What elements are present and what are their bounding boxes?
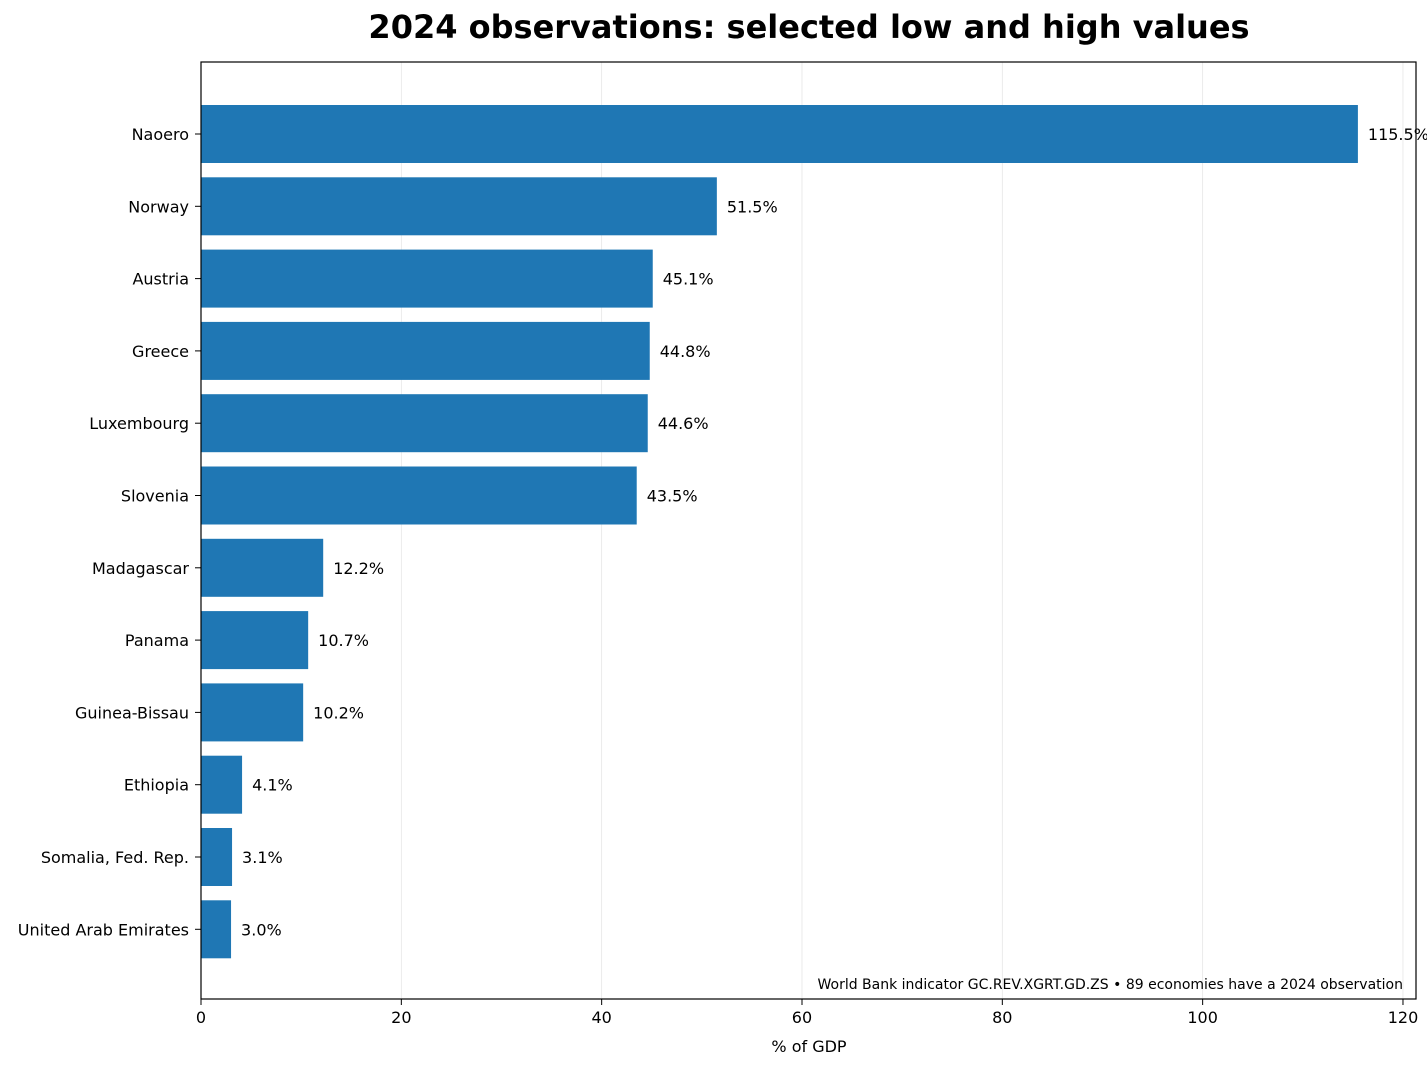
x-tick-label: 60 (792, 1008, 812, 1027)
bar (201, 394, 648, 453)
x-tick-label: 80 (992, 1008, 1012, 1027)
bar-value-label: 43.5% (647, 487, 698, 506)
bar-value-label: 3.0% (241, 920, 282, 939)
x-tick-label: 120 (1388, 1008, 1419, 1027)
bars (201, 105, 1358, 959)
bar-value-label: 115.5% (1368, 125, 1427, 144)
y-tick-label: Luxembourg (89, 414, 189, 433)
x-axis-label: % of GDP (771, 1037, 847, 1056)
x-tick-label: 0 (196, 1008, 206, 1027)
y-tick-label: United Arab Emirates (18, 920, 189, 939)
bar-value-label: 12.2% (333, 559, 384, 578)
bar (201, 755, 243, 814)
y-tick-label: Slovenia (121, 487, 189, 506)
bar (201, 177, 717, 236)
source-annotation: World Bank indicator GC.REV.XGRT.GD.ZS •… (817, 977, 1403, 993)
bar (201, 611, 309, 670)
chart-title: 2024 observations: selected low and high… (368, 8, 1249, 46)
y-tick-label: Greece (132, 342, 189, 361)
y-tick-labels: Naoero Norway Austria Greece Luxembourg Slove… (18, 125, 201, 939)
data-labels: 115.5% 51.5% 45.1% 44.8% 44.6% 43.5% 12.2% 10.7… (241, 125, 1427, 939)
bar (201, 538, 324, 597)
y-tick-label: Somalia, Fed. Rep. (41, 848, 189, 867)
x-tick-label: 20 (391, 1008, 411, 1027)
plot-frame (200, 61, 1417, 1000)
bar-value-label: 3.1% (242, 848, 283, 867)
bar (201, 249, 653, 308)
x-tick-labels: 0 20 40 60 80 100 120 (196, 999, 1418, 1027)
bar-value-label: 51.5% (727, 197, 778, 216)
x-tick-label: 40 (591, 1008, 611, 1027)
bar (201, 321, 650, 380)
y-tick-label: Guinea-Bissau (75, 703, 189, 722)
bar-value-label: 45.1% (663, 270, 714, 289)
bar-value-label: 10.7% (318, 631, 369, 650)
y-tick-label: Panama (125, 631, 189, 650)
x-tick-label: 100 (1187, 1008, 1218, 1027)
y-tick-label: Norway (128, 197, 189, 216)
bar-value-label: 10.2% (313, 703, 364, 722)
bar-value-label: 4.1% (252, 776, 293, 795)
bar (201, 828, 233, 886)
bar-value-label: 44.6% (658, 414, 709, 433)
bar-value-label: 44.8% (660, 342, 711, 361)
y-tick-label: Naoero (132, 125, 189, 144)
bar (201, 105, 1358, 163)
y-tick-label: Ethiopia (124, 776, 189, 795)
bar (201, 900, 232, 959)
y-tick-label: Madagascar (92, 559, 189, 578)
bar (201, 466, 637, 525)
bar (201, 683, 304, 742)
y-tick-label: Austria (132, 270, 189, 289)
